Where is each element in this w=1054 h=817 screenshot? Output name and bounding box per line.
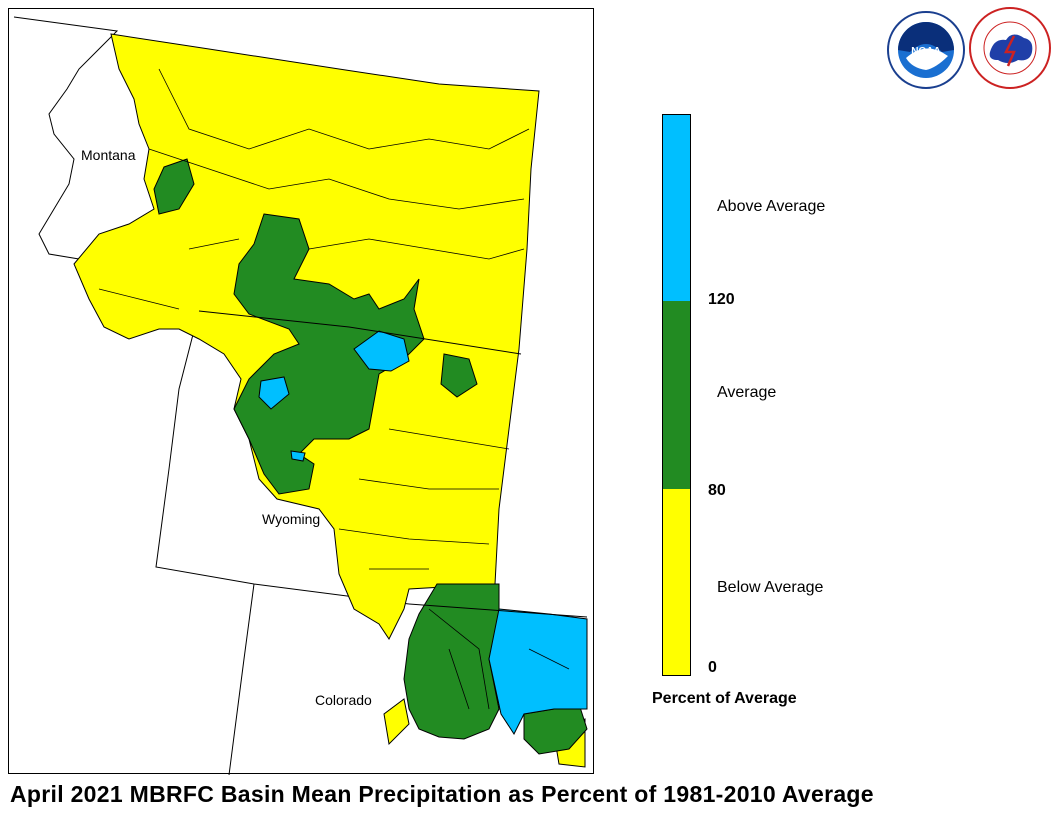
basin-green-mt-west: [153, 158, 195, 215]
basin-green-central: [233, 213, 425, 495]
legend-color-bar: [662, 114, 691, 676]
state-label-colorado: Colorado: [315, 692, 372, 708]
legend-label-below: Below Average: [717, 579, 824, 596]
legend-label-above: Above Average: [717, 198, 826, 215]
basin-blue-colorado: [488, 608, 588, 736]
state-label-wyoming: Wyoming: [262, 511, 321, 527]
basin-blue-north: [353, 330, 410, 372]
page-title: April 2021 MBRFC Basin Mean Precipitatio…: [10, 781, 874, 807]
state-label-montana: Montana: [81, 147, 136, 163]
legend-swatch-below: [663, 489, 690, 675]
legend-label-average: Average: [717, 384, 777, 401]
basin-boundaries: [98, 68, 570, 710]
map-frame: Montana Wyoming Colorado: [8, 8, 594, 775]
colorado-outline: [228, 583, 255, 775]
noaa-logo: NOAA: [887, 11, 965, 89]
legend-break-0: 0: [708, 659, 717, 676]
basin-green-wy-east: [440, 353, 478, 398]
wy-co-state-line: [408, 603, 588, 618]
legend-swatch-above: [663, 115, 690, 301]
legend-swatch-average: [663, 301, 690, 489]
legend-title: Percent of Average: [652, 690, 797, 707]
legend-break-80: 80: [708, 482, 726, 499]
basin-blue-west: [258, 376, 290, 410]
noaa-logo-text: NOAA: [911, 46, 940, 57]
mt-wy-state-line: [198, 310, 522, 355]
legend-break-120: 120: [708, 291, 735, 308]
nws-logo: [969, 7, 1051, 89]
wyoming-outline: [155, 310, 410, 605]
basin-blue-small: [290, 450, 306, 462]
montana-outline: [13, 16, 119, 260]
basin-map: [13, 16, 588, 775]
basin-yellow-colorado: [383, 698, 410, 746]
